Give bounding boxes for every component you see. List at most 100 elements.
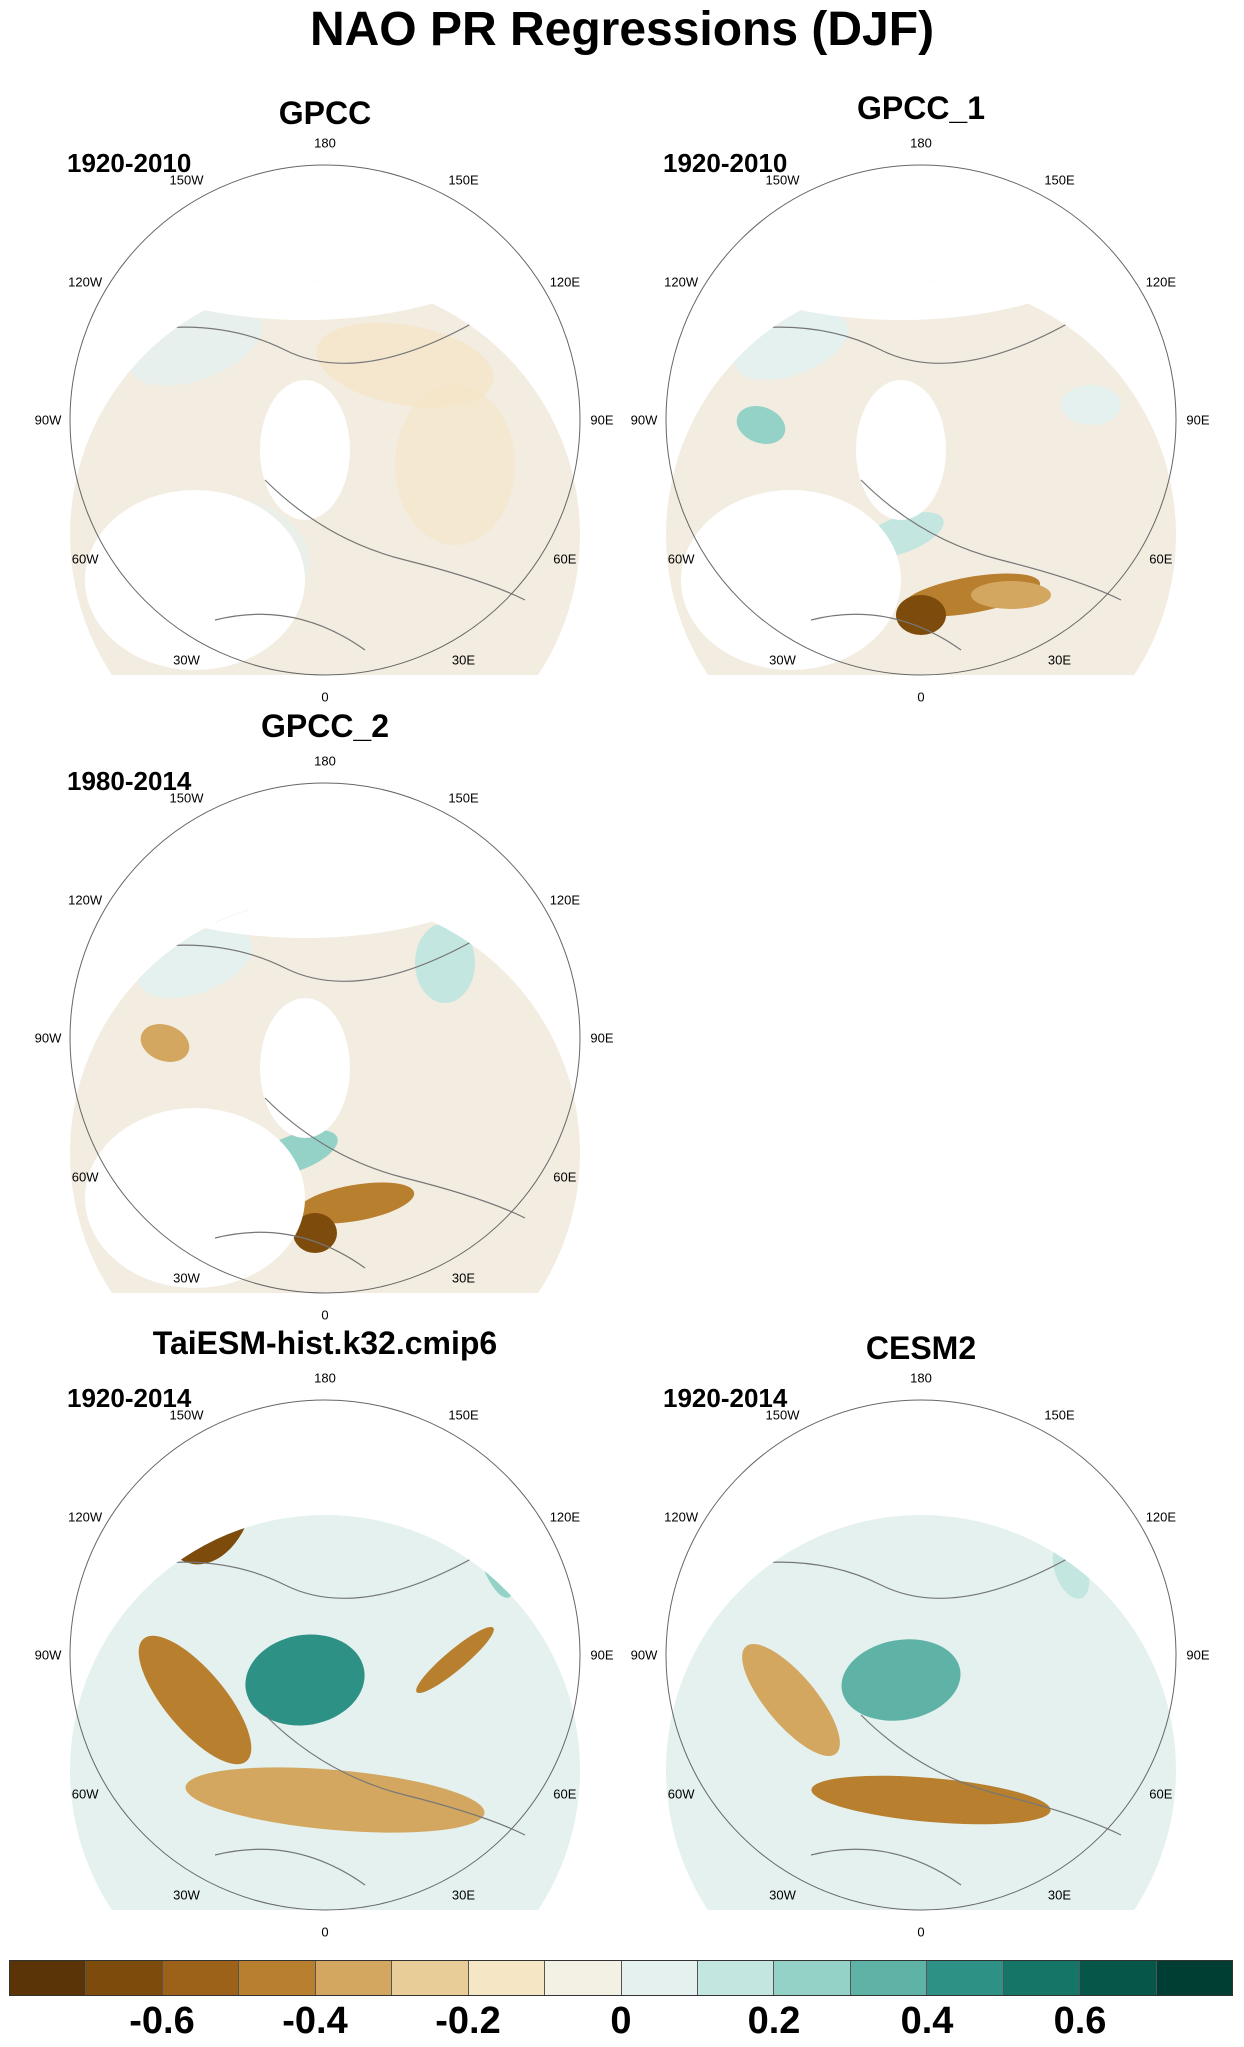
colorbar-tick-label: -0.6 <box>129 2000 195 2042</box>
colorbar-swatch <box>162 1961 240 1995</box>
longitude-label: 120W <box>68 892 103 907</box>
colorbar-tick-label: 0.6 <box>1053 2000 1107 2042</box>
colorbar-swatch <box>621 1961 698 1995</box>
missing-ocean <box>260 998 350 1138</box>
longitude-label: 30W <box>173 1270 200 1286</box>
missing-ocean <box>85 490 305 670</box>
panel-title: TaiESM-hist.k32.cmip6 <box>152 1325 498 1361</box>
colorbar-swatch <box>10 1961 87 1995</box>
longitude-label: 90W <box>34 1030 62 1046</box>
colorbar-swatch <box>468 1961 546 1995</box>
missing-ocean <box>681 490 901 670</box>
colorbar-tick-label: 0.2 <box>747 2000 801 2042</box>
map-border <box>665 1399 1177 1911</box>
longitude-label: 150W <box>169 172 204 188</box>
longitude-label: 180 <box>314 753 336 769</box>
missing-ocean <box>85 280 525 320</box>
longitude-label: 30E <box>451 1270 476 1286</box>
colorbar-swatch <box>1080 1961 1157 1995</box>
longitude-label: 0 <box>917 689 925 705</box>
anomaly-blob <box>416 1626 494 1694</box>
colorbar-swatch <box>1156 1961 1232 1995</box>
panel-period: 1920-2010 <box>67 148 192 178</box>
anomaly-blob <box>811 1775 1051 1825</box>
polar-map <box>69 1399 581 1911</box>
map-panel-5: CESM2 1920-2014 180 150E 120E 90E 60E 30E 0 30W 60… <box>631 1235 1210 1940</box>
anomaly-blob <box>138 1635 252 1765</box>
longitude-label: 150E <box>1044 1407 1075 1423</box>
longitude-label: 90W <box>34 1647 62 1663</box>
colorbar-swatch <box>392 1961 469 1995</box>
panel-period: 1920-2014 <box>663 1383 788 1413</box>
longitude-label: 30E <box>1047 652 1072 668</box>
anomaly-blob <box>245 1634 365 1726</box>
colorbar-swatch <box>239 1961 316 1995</box>
longitude-label: 150E <box>448 172 479 188</box>
polar-map <box>69 782 581 1294</box>
panel-title: CESM2 <box>865 1330 977 1366</box>
missing-ocean <box>85 1108 305 1288</box>
anomaly-blob <box>841 1639 961 1721</box>
longitude-label: 30W <box>769 1887 796 1903</box>
map-border <box>69 782 581 1294</box>
longitude-label: 150E <box>448 1407 479 1423</box>
longitude-label: 60W <box>667 551 695 566</box>
colorbar-swatch <box>1003 1961 1081 1995</box>
longitude-label: 180 <box>314 135 336 151</box>
longitude-label: 120E <box>1145 1509 1177 1524</box>
colorbar-tick-label: 0 <box>610 2000 632 2042</box>
colorbar-tick-label: 0.4 <box>900 2000 954 2042</box>
longitude-label: 90E <box>590 412 614 428</box>
longitude-label: 120E <box>549 892 581 907</box>
anomaly-blob <box>185 1767 485 1833</box>
longitude-label: 0 <box>321 1924 329 1940</box>
longitude-label: 120W <box>664 1509 699 1524</box>
anomaly-blob <box>761 1430 881 1470</box>
colorbar-tick-label: -0.2 <box>435 2000 501 2042</box>
colorbar-swatch <box>774 1961 851 1995</box>
missing-ocean <box>85 898 525 938</box>
panel-period: 1920-2014 <box>67 1383 192 1413</box>
longitude-label: 150W <box>765 172 800 188</box>
anomaly-blob <box>896 595 946 635</box>
longitude-label: 90E <box>1186 412 1210 428</box>
longitude-label: 90E <box>590 1647 614 1663</box>
longitude-label: 150E <box>1044 172 1075 188</box>
colorbar <box>9 1960 1233 1996</box>
anomaly-blob <box>293 1213 337 1253</box>
panel-period: 1980-2014 <box>67 766 192 796</box>
longitude-label: 120W <box>68 274 103 289</box>
colorbar-swatch <box>850 1961 928 1995</box>
longitude-label: 60W <box>71 551 99 566</box>
longitude-label: 90E <box>1186 1647 1210 1663</box>
longitude-label: 120E <box>1145 274 1177 289</box>
missing-ocean <box>856 380 946 520</box>
colorbar-swatch <box>315 1961 393 1995</box>
anomaly-blob <box>971 581 1051 609</box>
longitude-label: 60W <box>71 1169 99 1184</box>
longitude-label: 120W <box>68 1509 103 1524</box>
map-border <box>69 1399 581 1911</box>
colorbar-swatch <box>545 1961 622 1995</box>
panel-period: 1920-2010 <box>663 148 788 178</box>
longitude-label: 90W <box>630 1647 658 1663</box>
map-panel-3: GPCC_2 1980-2014 180 150E 120E 90E 60E 30E 0 30W 6… <box>35 618 614 1323</box>
longitude-label: 120E <box>549 1509 581 1524</box>
longitude-label: 150W <box>765 1407 800 1423</box>
map-panel-1: GPCC 1920-2010 180 150E 120E 90E 60E 30E 0 30W 60W… <box>35 0 614 705</box>
longitude-label: 90W <box>34 412 62 428</box>
longitude-label: 0 <box>321 1307 329 1323</box>
longitude-label: 60E <box>1149 551 1173 566</box>
longitude-label: 180 <box>910 1370 932 1386</box>
longitude-label: 180 <box>314 1370 336 1386</box>
anomaly-blob <box>1061 385 1121 425</box>
longitude-label: 30E <box>451 1887 476 1903</box>
anomaly-blob <box>770 1515 852 1540</box>
longitude-label: 30E <box>451 652 476 668</box>
colorbar-tick-label: -0.4 <box>282 2000 348 2042</box>
longitude-label: 150W <box>169 1407 204 1423</box>
anomaly-blob <box>900 1439 1102 1501</box>
longitude-label: 60E <box>1149 1786 1173 1801</box>
polar-map <box>665 164 1177 676</box>
longitude-label: 150W <box>169 790 204 806</box>
